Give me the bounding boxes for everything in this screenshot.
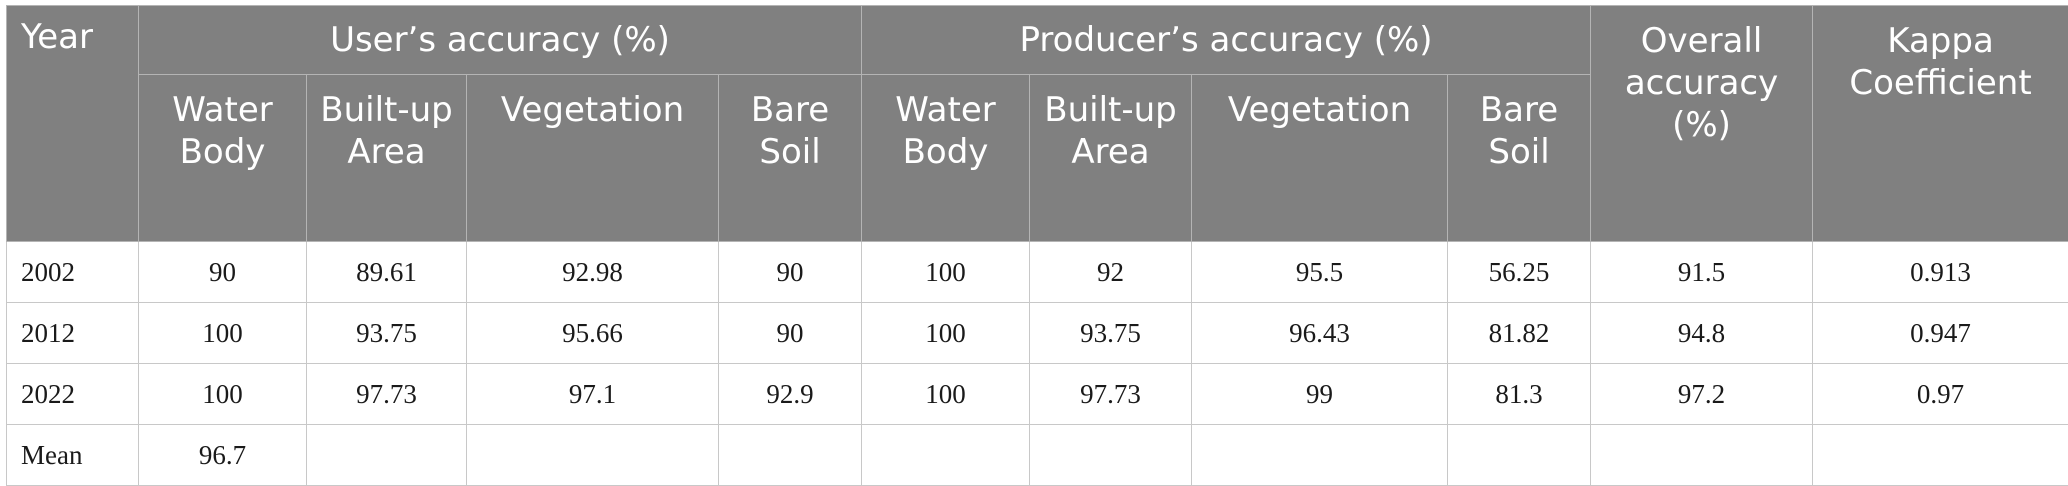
header-ua-vegetation: Vegetation <box>467 75 719 242</box>
cell-overall-accuracy <box>1591 425 1813 486</box>
table-row: 2002 90 89.61 92.98 90 100 92 95.5 56.25… <box>7 242 2068 303</box>
cell-pa-built-up-area: 93.75 <box>1030 303 1192 364</box>
cell-ua-built-up-area: 93.75 <box>307 303 467 364</box>
cell-ua-built-up-area: 89.61 <box>307 242 467 303</box>
header-ua-water-body: Water Body <box>139 75 307 242</box>
header-pa-water-body: Water Body <box>862 75 1030 242</box>
cell-ua-bare-soil: 92.9 <box>719 364 862 425</box>
cell-pa-water-body: 100 <box>862 242 1030 303</box>
cell-overall-accuracy: 91.5 <box>1591 242 1813 303</box>
header-ua-bare-soil: Bare Soil <box>719 75 862 242</box>
header-pa-bare-soil: Bare Soil <box>1448 75 1591 242</box>
row-year: 2022 <box>7 364 139 425</box>
header-pa-built-up-area: Built-up Area <box>1030 75 1192 242</box>
cell-kappa: 0.97 <box>1813 364 2068 425</box>
cell-ua-built-up-area <box>307 425 467 486</box>
cell-pa-bare-soil: 56.25 <box>1448 242 1591 303</box>
cell-ua-vegetation <box>467 425 719 486</box>
cell-ua-water-body: 96.7 <box>139 425 307 486</box>
cell-kappa: 0.947 <box>1813 303 2068 364</box>
cell-ua-water-body: 100 <box>139 303 307 364</box>
cell-kappa <box>1813 425 2068 486</box>
cell-pa-vegetation <box>1192 425 1448 486</box>
cell-ua-vegetation: 95.66 <box>467 303 719 364</box>
cell-pa-bare-soil: 81.3 <box>1448 364 1591 425</box>
cell-ua-bare-soil: 90 <box>719 303 862 364</box>
cell-kappa: 0.913 <box>1813 242 2068 303</box>
cell-pa-water-body: 100 <box>862 364 1030 425</box>
cell-pa-built-up-area: 92 <box>1030 242 1192 303</box>
accuracy-table: Year User’s accuracy (%) Producer’s accu… <box>6 5 2068 486</box>
header-kappa-coefficient: Kappa Coefficient <box>1813 6 2068 242</box>
header-pa-vegetation: Vegetation <box>1192 75 1448 242</box>
cell-ua-built-up-area: 97.73 <box>307 364 467 425</box>
row-year: Mean <box>7 425 139 486</box>
header-overall-accuracy: Overall accuracy (%) <box>1591 6 1813 242</box>
cell-pa-bare-soil <box>1448 425 1591 486</box>
cell-pa-vegetation: 99 <box>1192 364 1448 425</box>
cell-pa-water-body <box>862 425 1030 486</box>
table-row: Mean 96.7 <box>7 425 2068 486</box>
cell-ua-vegetation: 97.1 <box>467 364 719 425</box>
header-ua-built-up-area: Built-up Area <box>307 75 467 242</box>
cell-pa-bare-soil: 81.82 <box>1448 303 1591 364</box>
header-users-accuracy: User’s accuracy (%) <box>139 6 862 75</box>
cell-pa-built-up-area: 97.73 <box>1030 364 1192 425</box>
cell-ua-vegetation: 92.98 <box>467 242 719 303</box>
row-year: 2002 <box>7 242 139 303</box>
cell-overall-accuracy: 97.2 <box>1591 364 1813 425</box>
cell-overall-accuracy: 94.8 <box>1591 303 1813 364</box>
header-group-row: Year User’s accuracy (%) Producer’s accu… <box>7 6 2068 75</box>
cell-ua-bare-soil <box>719 425 862 486</box>
table-row: 2012 100 93.75 95.66 90 100 93.75 96.43 … <box>7 303 2068 364</box>
cell-ua-bare-soil: 90 <box>719 242 862 303</box>
table-row: 2022 100 97.73 97.1 92.9 100 97.73 99 81… <box>7 364 2068 425</box>
row-year: 2012 <box>7 303 139 364</box>
cell-ua-water-body: 100 <box>139 364 307 425</box>
cell-pa-built-up-area <box>1030 425 1192 486</box>
header-year: Year <box>7 6 139 242</box>
cell-pa-vegetation: 96.43 <box>1192 303 1448 364</box>
cell-pa-water-body: 100 <box>862 303 1030 364</box>
accuracy-table-container: Year User’s accuracy (%) Producer’s accu… <box>6 5 2068 486</box>
cell-ua-water-body: 90 <box>139 242 307 303</box>
header-producers-accuracy: Producer’s accuracy (%) <box>862 6 1591 75</box>
cell-pa-vegetation: 95.5 <box>1192 242 1448 303</box>
